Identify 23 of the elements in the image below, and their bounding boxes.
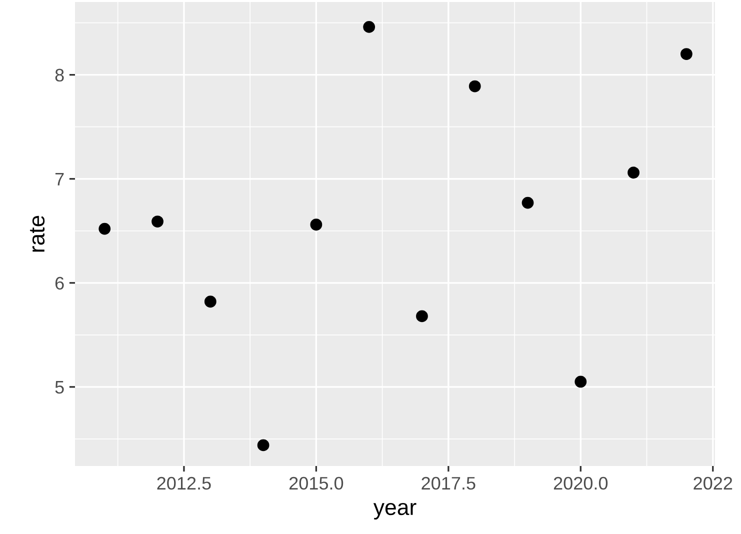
point [310,218,322,231]
x-tick-label: 2017.5 [422,476,476,490]
point [98,222,111,235]
x-tick-label: 2020.0 [554,476,608,490]
point [680,48,692,60]
y-tick-label: 7 [55,172,64,186]
x-axis-title: year [373,502,416,520]
point [468,80,481,92]
y-tick-label: 6 [55,276,64,290]
point [574,376,587,388]
y-tick-label: 8 [55,68,64,82]
point [257,439,270,452]
x-tick-label: 2012.5 [157,476,211,490]
x-tick-label: 2015.0 [289,476,344,490]
y-tick-label: 5 [55,381,64,394]
point [152,216,164,228]
point [363,21,376,33]
point [628,166,640,179]
y-axis-title: rate [30,216,45,252]
point [416,310,428,322]
point [522,196,534,209]
x-tick-label: 2022 [694,476,732,490]
point [204,296,216,308]
